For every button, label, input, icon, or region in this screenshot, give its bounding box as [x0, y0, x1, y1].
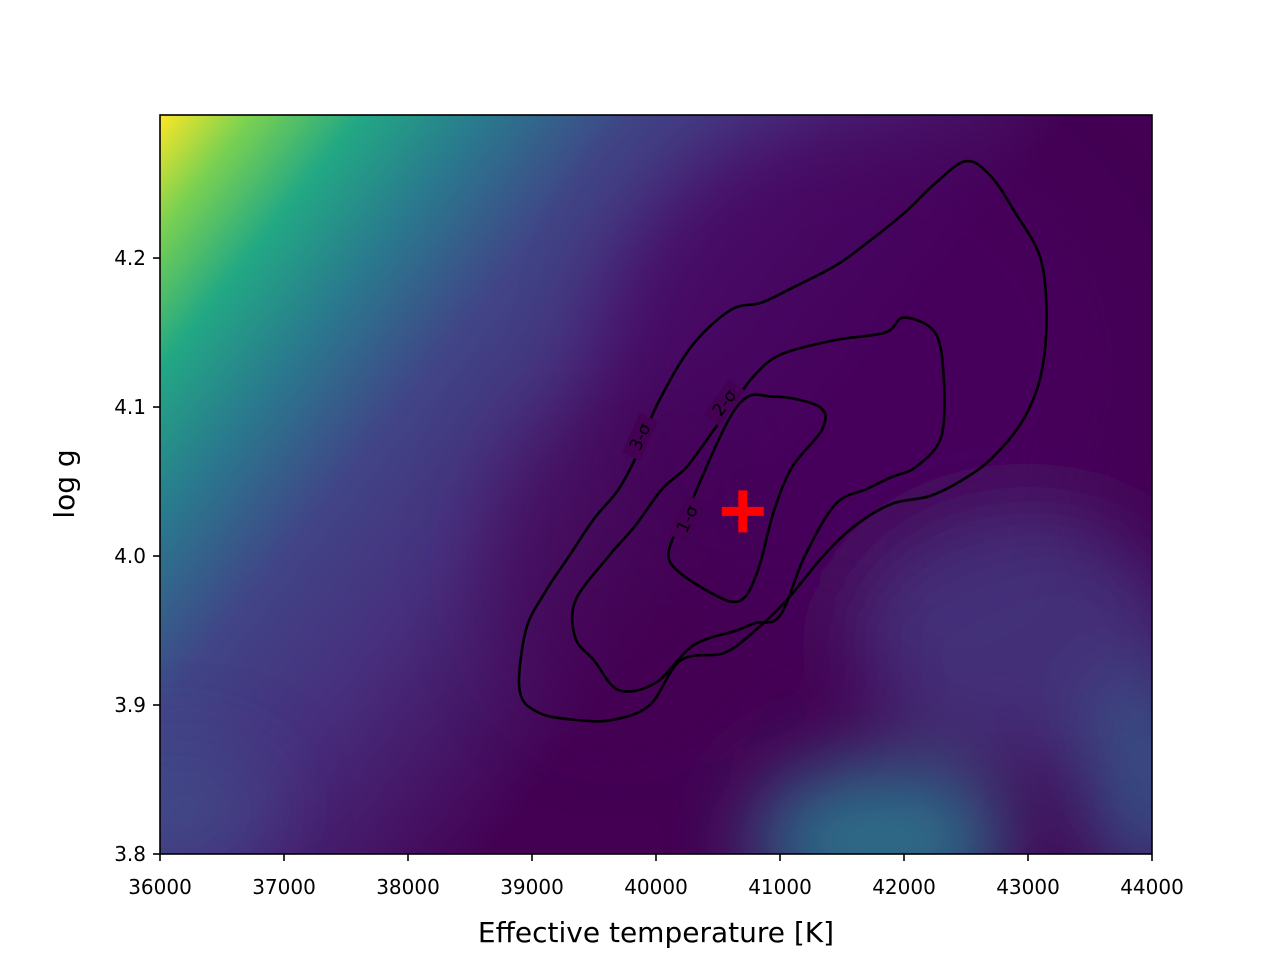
- x-tick-label: 37000: [252, 875, 316, 899]
- heatmap-low-region: [490, 390, 750, 730]
- heatmap-right-edge-region: [1080, 670, 1152, 854]
- contour-3-sigma: [517, 159, 1048, 723]
- y-axis-ticks: 3.8 3.9 4.0 4.1 4.2: [114, 246, 160, 866]
- heatmap-blobs: [160, 120, 1152, 854]
- x-tick-label: 43000: [996, 875, 1060, 899]
- y-tick-label: 4.2: [114, 246, 146, 270]
- heatmap-lower-right-region: [860, 520, 1152, 760]
- plot-area: 1-σ2-σ3-σ: [159, 114, 1153, 855]
- x-tick-label: 42000: [872, 875, 936, 899]
- x-tick-label: 39000: [500, 875, 564, 899]
- contour-label-gap: [668, 494, 706, 543]
- contour-1-sigma: [667, 393, 827, 604]
- heatmap-bottom-teal-region: [750, 760, 1010, 854]
- contour-label-gap: [621, 412, 659, 461]
- x-tick-label: 38000: [376, 875, 440, 899]
- x-tick-label: 40000: [624, 875, 688, 899]
- contour-2-sigma: [570, 316, 946, 693]
- y-tick-label: 4.0: [114, 544, 146, 568]
- contour-label-gap: [703, 379, 746, 427]
- x-axis-ticks: 36000 37000 38000 39000 40000 41000 42000 43000…: [128, 854, 1184, 899]
- x-tick-label: 41000: [748, 875, 812, 899]
- heatmap-bottom-left-region: [160, 750, 270, 854]
- x-axis-label: Effective temperature [K]: [478, 916, 834, 949]
- x-tick-label: 44000: [1120, 875, 1184, 899]
- y-axis-label: log g: [48, 449, 81, 518]
- y-tick-label: 4.1: [114, 395, 146, 419]
- best-fit-marker: [721, 490, 764, 533]
- y-tick-label: 3.9: [114, 693, 146, 717]
- x-tick-label: 36000: [128, 875, 192, 899]
- y-tick-label: 3.8: [114, 842, 146, 866]
